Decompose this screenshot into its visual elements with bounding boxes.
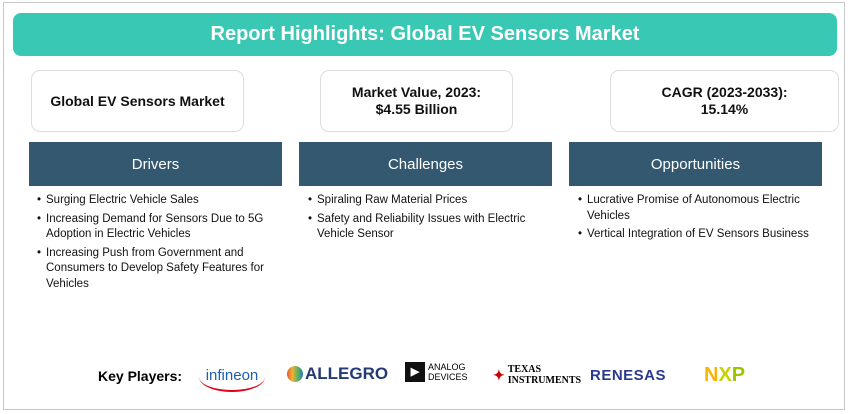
allegro-mark-icon — [287, 366, 303, 382]
allegro-logo: ALLEGRO — [287, 364, 388, 384]
list-item: Lucrative Promise of Autonomous Electric… — [578, 193, 837, 224]
list-item: Vertical Integration of EV Sensors Busin… — [578, 227, 837, 243]
challenges-header: Challenges — [299, 142, 552, 186]
cagr-box: CAGR (2023-2033): 15.14% — [610, 70, 839, 132]
play-icon: ▶ — [405, 362, 425, 382]
box-value: 15.14% — [700, 101, 749, 117]
infineon-logo: infineon — [199, 362, 265, 392]
box-text: Global EV Sensors Market — [50, 92, 225, 109]
challenges-list: Spiraling Raw Material Prices Safety and… — [305, 193, 557, 246]
list-item: Safety and Reliability Issues with Elect… — [308, 212, 557, 243]
market-box: Global EV Sensors Market — [31, 70, 244, 132]
market-value-box: Market Value, 2023: $4.55 Billion — [320, 70, 513, 132]
texas-instruments-logo: ✦ TEXAS INSTRUMENTS — [493, 364, 582, 386]
list-item: Increasing Push from Government and Cons… — [37, 246, 286, 293]
drivers-list: Surging Electric Vehicle Sales Increasin… — [34, 193, 286, 295]
renesas-logo: RENESAS — [590, 367, 667, 384]
list-item: Surging Electric Vehicle Sales — [37, 193, 286, 209]
box-text: Market Value, 2023: — [351, 84, 482, 100]
frame — [3, 2, 845, 410]
list-item: Spiraling Raw Material Prices — [308, 193, 557, 209]
key-players-label: Key Players: — [98, 368, 183, 384]
analog-devices-logo: ▶ ANALOG DEVICES — [405, 362, 468, 382]
box-value: $4.55 Billion — [375, 101, 458, 117]
box-text: CAGR (2023-2033): — [661, 84, 788, 100]
opportunities-list: Lucrative Promise of Autonomous Electric… — [575, 193, 837, 246]
page-title: Report Highlights: Global EV Sensors Mar… — [13, 13, 837, 56]
list-item: Increasing Demand for Sensors Due to 5G … — [37, 212, 286, 243]
opportunities-header: Opportunities — [569, 142, 822, 186]
nxp-logo: NXP — [704, 364, 746, 386]
drivers-header: Drivers — [29, 142, 282, 186]
ti-mark-icon: ✦ — [493, 366, 505, 383]
